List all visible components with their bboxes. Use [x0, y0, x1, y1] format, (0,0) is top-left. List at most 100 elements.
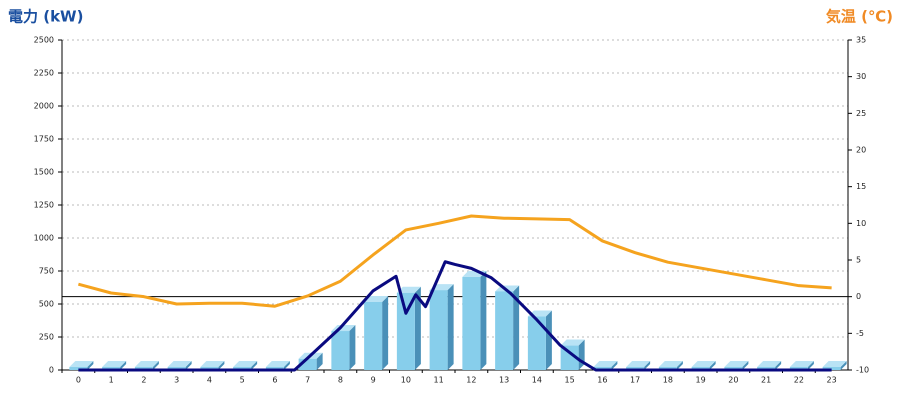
bar [429, 290, 448, 370]
y2-tick-label: 15 [856, 182, 866, 191]
bar-top [233, 361, 258, 367]
bar-top [691, 361, 716, 367]
bar-side [611, 361, 618, 370]
bar-side [87, 361, 94, 370]
y2-tick-label: 25 [856, 109, 866, 118]
x-tick-label: 14 [532, 376, 542, 385]
bar-top [167, 361, 192, 367]
bar-top [593, 361, 618, 367]
bar-side [676, 361, 683, 370]
x-tick-label: 16 [597, 376, 607, 385]
y-tick-label: 250 [39, 333, 54, 342]
bar-side [316, 352, 323, 370]
x-tick-label: 8 [338, 376, 343, 385]
bar-top [658, 361, 683, 367]
y2-tick-label: 20 [856, 146, 866, 155]
bar-side [152, 361, 159, 370]
x-tick-label: 1 [109, 376, 114, 385]
bar-side [283, 361, 290, 370]
y2-tick-label: 5 [856, 256, 861, 265]
bar-side [840, 361, 847, 370]
bar [527, 316, 546, 370]
y2-tick-label: 30 [856, 72, 866, 81]
x-tick-label: 13 [499, 376, 509, 385]
bar-top [134, 361, 159, 367]
x-tick-label: 2 [141, 376, 146, 385]
bar-top [364, 296, 389, 302]
bar [396, 292, 415, 370]
bar-side [382, 296, 389, 370]
y-tick-label: 2500 [34, 36, 54, 45]
bar-top [822, 361, 847, 367]
bar-side [447, 284, 454, 370]
x-tick-label: 9 [371, 376, 376, 385]
x-tick-label: 6 [272, 376, 277, 385]
bar-side [742, 361, 749, 370]
x-tick-label: 10 [401, 376, 411, 385]
x-tick-label: 11 [434, 376, 444, 385]
y2-axis-title: 気温 (℃) [826, 8, 893, 26]
bar-top [396, 286, 421, 293]
bar-top [626, 361, 651, 367]
bar-side [349, 325, 356, 370]
bar-top [265, 361, 290, 367]
y2-tick-label: 10 [856, 219, 866, 228]
y-tick-label: 2250 [34, 69, 54, 78]
bar-side [414, 286, 421, 370]
bar [364, 302, 383, 370]
x-tick-label: 5 [240, 376, 245, 385]
bar-side [644, 361, 651, 370]
y-tick-label: 1500 [34, 168, 54, 177]
x-tick-label: 3 [174, 376, 179, 385]
x-tick-label: 18 [663, 376, 673, 385]
bar-side [775, 361, 782, 370]
y-tick-label: 1750 [34, 135, 54, 144]
bar-side [480, 270, 487, 370]
bar-top [102, 361, 127, 367]
y-tick-label: 1250 [34, 201, 54, 210]
x-tick-label: 4 [207, 376, 212, 385]
bar-top [757, 361, 782, 367]
x-tick-label: 22 [794, 376, 804, 385]
x-tick-label: 0 [76, 376, 81, 385]
bar-side [807, 361, 814, 370]
bar-side [185, 361, 192, 370]
bar-side [120, 361, 127, 370]
y-axis-title: 電力 (kW) [8, 8, 83, 26]
y2-tick-label: 35 [856, 36, 866, 45]
bar-side [709, 361, 716, 370]
bar-side [545, 310, 552, 370]
temperature-line [77, 214, 832, 308]
y2-tick-label: 0 [856, 292, 861, 301]
x-tick-label: 23 [827, 376, 837, 385]
bar-side [251, 361, 258, 370]
x-tick-label: 15 [565, 376, 575, 385]
bar-side [513, 285, 520, 370]
x-tick-label: 12 [466, 376, 476, 385]
bar-top [200, 361, 225, 367]
bar [560, 345, 579, 370]
y-tick-label: 0 [49, 366, 54, 375]
x-tick-label: 20 [728, 376, 738, 385]
y2-tick-label: -5 [856, 329, 864, 338]
bar [331, 331, 350, 370]
x-tick-label: 17 [630, 376, 640, 385]
x-tick-label: 21 [761, 376, 771, 385]
y-tick-label: 750 [39, 267, 54, 276]
y-tick-label: 500 [39, 300, 54, 309]
x-tick-label: 19 [696, 376, 706, 385]
bar-side [218, 361, 225, 370]
bar-top [560, 339, 585, 346]
bar-top [789, 361, 814, 367]
y-tick-label: 1000 [34, 234, 54, 243]
y-tick-label: 2000 [34, 102, 54, 111]
y2-tick-label: -10 [856, 366, 869, 375]
bar-top [69, 361, 94, 367]
bar [298, 358, 317, 370]
x-tick-label: 7 [305, 376, 310, 385]
power-line [78, 260, 832, 372]
bar [495, 291, 514, 370]
bar [462, 276, 481, 370]
bar-top [724, 361, 749, 367]
